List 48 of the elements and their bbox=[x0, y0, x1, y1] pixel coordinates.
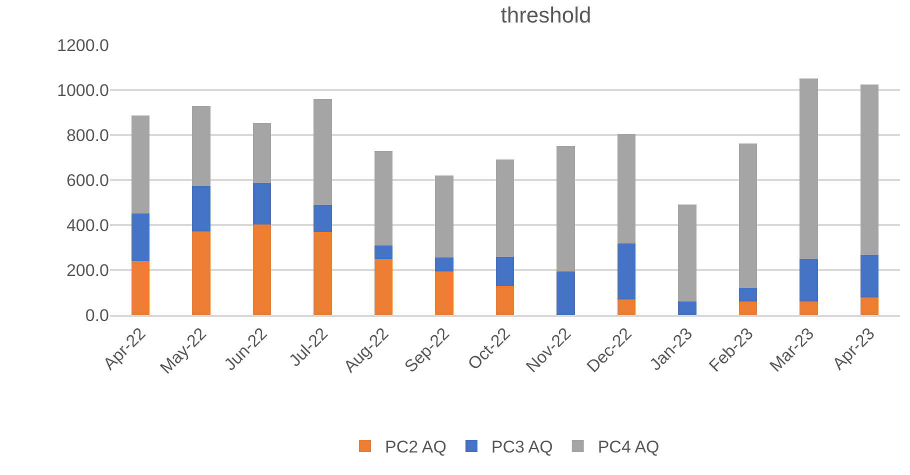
y-tick-label: 800.0 bbox=[66, 126, 109, 145]
bar bbox=[738, 302, 758, 315]
bar bbox=[678, 302, 696, 315]
bar bbox=[435, 258, 454, 272]
y-tick-label: 400.0 bbox=[66, 216, 109, 235]
bar bbox=[678, 204, 696, 302]
bar bbox=[800, 302, 818, 315]
bar bbox=[738, 144, 758, 288]
y-tick-label: 0.0 bbox=[85, 306, 109, 325]
legend-label: PC2 AQ bbox=[385, 438, 446, 457]
bar bbox=[617, 134, 636, 244]
y-tick-label: 200.0 bbox=[66, 260, 109, 280]
bar bbox=[860, 254, 879, 298]
bar bbox=[131, 260, 150, 315]
bar bbox=[131, 115, 150, 214]
bar bbox=[192, 231, 210, 315]
bar bbox=[131, 214, 150, 261]
bar bbox=[617, 243, 636, 300]
bar bbox=[435, 271, 454, 315]
bar bbox=[252, 224, 272, 315]
bar bbox=[374, 258, 393, 315]
bar bbox=[252, 182, 272, 225]
legend-label: PC4 AQ bbox=[598, 438, 660, 457]
bar bbox=[496, 160, 514, 257]
bar bbox=[617, 299, 636, 315]
legend-label: PC3 AQ bbox=[491, 438, 553, 457]
bar bbox=[314, 232, 332, 315]
y-tick-label: 1000.0 bbox=[57, 80, 109, 100]
bar bbox=[496, 256, 514, 286]
y-tick-label: 600.0 bbox=[66, 170, 109, 190]
bar bbox=[374, 245, 393, 259]
y-tick-label: 1200.0 bbox=[57, 36, 109, 55]
bar bbox=[435, 176, 454, 258]
bar bbox=[860, 298, 879, 315]
bar bbox=[556, 146, 575, 272]
bar bbox=[374, 150, 393, 246]
bar bbox=[738, 288, 758, 302]
bar bbox=[800, 78, 818, 260]
chart-title: threshold bbox=[500, 2, 592, 28]
bar bbox=[800, 259, 818, 302]
bar bbox=[860, 84, 879, 255]
bar bbox=[192, 106, 210, 186]
bar bbox=[496, 286, 514, 315]
bar bbox=[314, 204, 332, 232]
bar bbox=[252, 122, 272, 183]
bar bbox=[192, 186, 210, 232]
bar bbox=[314, 99, 332, 205]
bar bbox=[556, 271, 575, 315]
